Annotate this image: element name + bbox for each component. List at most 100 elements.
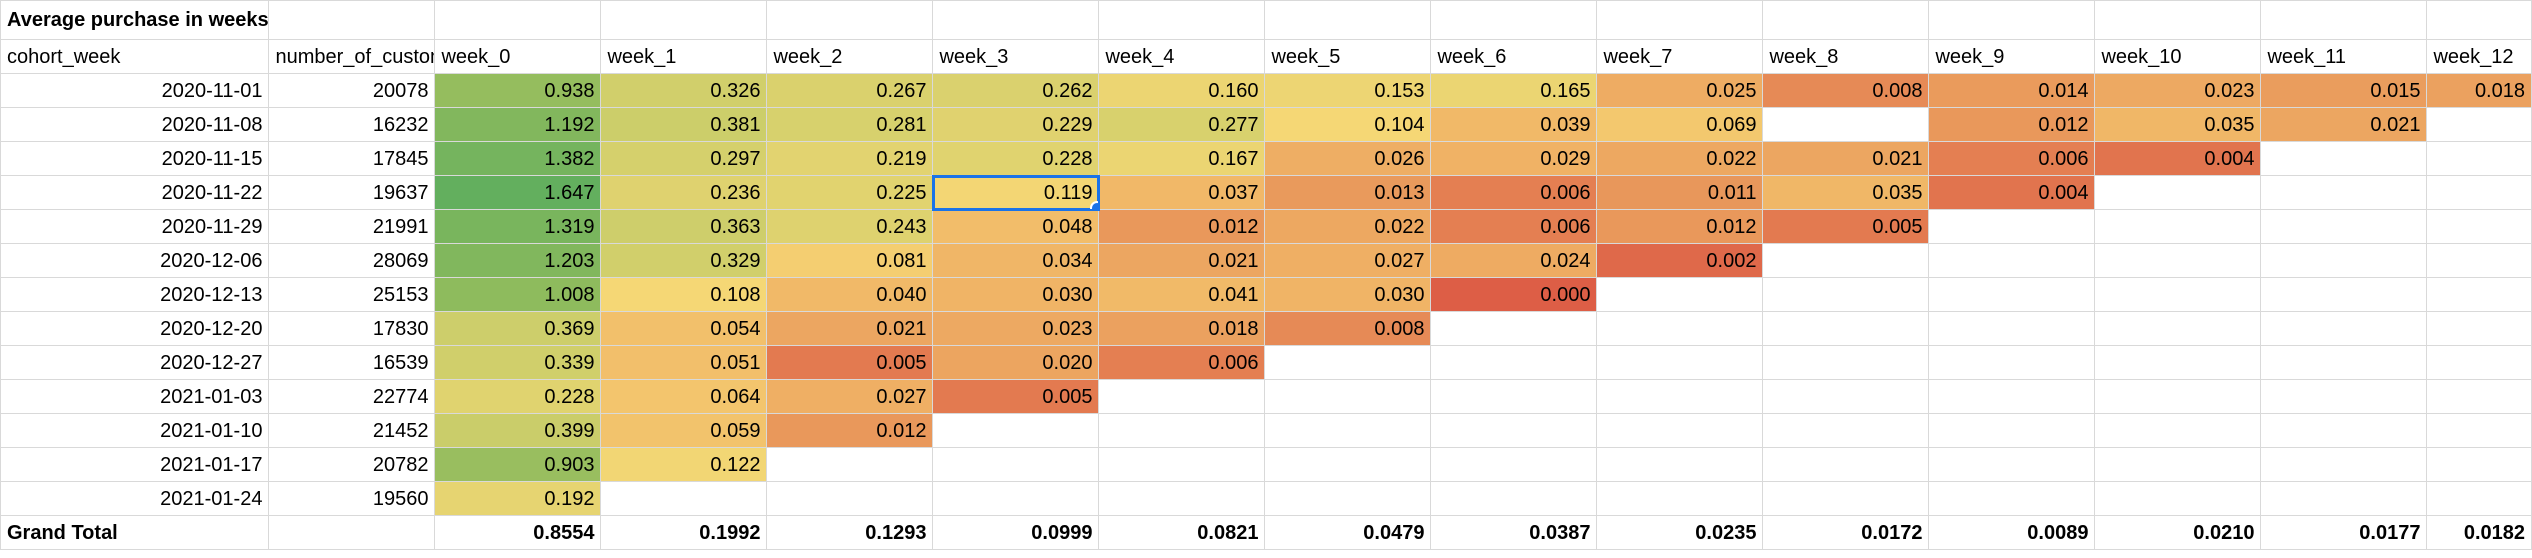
grand-total-value[interactable]: 0.0182: [2426, 515, 2532, 550]
empty-cell[interactable]: [2260, 481, 2428, 516]
week-value-cell[interactable]: 0.041: [1098, 277, 1266, 312]
week-value-cell[interactable]: 0.012: [1098, 209, 1266, 244]
customers-cell[interactable]: 21452: [268, 413, 436, 448]
week-value-cell[interactable]: 0.021: [1098, 243, 1266, 278]
week-value-cell[interactable]: 1.192: [434, 107, 602, 142]
cohort-week-cell[interactable]: 2020-12-27: [0, 345, 270, 380]
empty-cell[interactable]: [1098, 379, 1266, 414]
customers-cell[interactable]: 16539: [268, 345, 436, 380]
empty-cell[interactable]: [2426, 141, 2532, 176]
empty-cell[interactable]: [2426, 243, 2532, 278]
sheet-title[interactable]: Average purchase in weeks: [0, 0, 270, 40]
grand-total-value[interactable]: 0.0089: [1928, 515, 2096, 550]
week-value-cell[interactable]: 0.048: [932, 209, 1100, 244]
week-value-cell[interactable]: 0.021: [2260, 107, 2428, 142]
empty-cell[interactable]: [2094, 481, 2262, 516]
week-value-cell[interactable]: 0.012: [1596, 209, 1764, 244]
week-value-cell[interactable]: 0.006: [1928, 141, 2096, 176]
grand-total-value[interactable]: 0.0387: [1430, 515, 1598, 550]
empty-cell[interactable]: [1430, 447, 1598, 482]
week-value-cell[interactable]: 0.160: [1098, 73, 1266, 108]
week-value-cell[interactable]: 0.059: [600, 413, 768, 448]
empty-cell[interactable]: [1762, 243, 1930, 278]
grand-total-value[interactable]: 0.0479: [1264, 515, 1432, 550]
empty-cell[interactable]: [1098, 447, 1266, 482]
empty-cell[interactable]: [2094, 447, 2262, 482]
week-value-cell[interactable]: 0.006: [1430, 175, 1598, 210]
empty-cell[interactable]: [932, 447, 1100, 482]
week-value-cell[interactable]: 0.104: [1264, 107, 1432, 142]
column-header[interactable]: week_4: [1098, 39, 1266, 74]
empty-cell[interactable]: [1596, 0, 1764, 40]
empty-cell[interactable]: [1928, 243, 2096, 278]
empty-cell[interactable]: [1430, 379, 1598, 414]
week-value-cell[interactable]: 0.035: [1762, 175, 1930, 210]
empty-cell[interactable]: [1762, 345, 1930, 380]
empty-cell[interactable]: [1098, 0, 1266, 40]
customers-cell[interactable]: 16232: [268, 107, 436, 142]
empty-cell[interactable]: [2260, 447, 2428, 482]
fill-handle[interactable]: [1090, 201, 1098, 209]
empty-cell[interactable]: [1264, 413, 1432, 448]
empty-cell[interactable]: [2094, 379, 2262, 414]
column-header[interactable]: week_5: [1264, 39, 1432, 74]
week-value-cell[interactable]: 0.006: [1430, 209, 1598, 244]
empty-cell[interactable]: [1762, 413, 1930, 448]
cohort-week-cell[interactable]: 2020-11-15: [0, 141, 270, 176]
empty-cell[interactable]: [434, 0, 602, 40]
week-value-cell[interactable]: 0.243: [766, 209, 934, 244]
week-value-cell[interactable]: 1.203: [434, 243, 602, 278]
week-value-cell[interactable]: 0.363: [600, 209, 768, 244]
empty-cell[interactable]: [2260, 379, 2428, 414]
empty-cell[interactable]: [2260, 345, 2428, 380]
grand-total-value[interactable]: 0.1293: [766, 515, 934, 550]
week-value-cell[interactable]: 0.054: [600, 311, 768, 346]
week-value-cell[interactable]: 0.153: [1264, 73, 1432, 108]
week-value-cell[interactable]: 0.228: [932, 141, 1100, 176]
week-value-cell[interactable]: 0.021: [766, 311, 934, 346]
empty-cell[interactable]: [268, 0, 436, 40]
empty-cell[interactable]: [2094, 175, 2262, 210]
week-value-cell[interactable]: 1.008: [434, 277, 602, 312]
cohort-week-cell[interactable]: 2021-01-24: [0, 481, 270, 516]
empty-cell[interactable]: [2260, 413, 2428, 448]
empty-cell[interactable]: [932, 413, 1100, 448]
week-value-cell[interactable]: 0.029: [1430, 141, 1598, 176]
customers-cell[interactable]: 21991: [268, 209, 436, 244]
week-value-cell[interactable]: 0.005: [932, 379, 1100, 414]
empty-cell[interactable]: [2260, 209, 2428, 244]
week-value-cell[interactable]: 0.020: [932, 345, 1100, 380]
grand-total-value[interactable]: 0.1992: [600, 515, 768, 550]
column-header[interactable]: week_0: [434, 39, 602, 74]
week-value-cell[interactable]: 0.012: [766, 413, 934, 448]
empty-cell[interactable]: [1430, 413, 1598, 448]
week-value-cell[interactable]: 0.018: [1098, 311, 1266, 346]
cohort-week-cell[interactable]: 2020-11-22: [0, 175, 270, 210]
empty-cell[interactable]: [1762, 379, 1930, 414]
empty-cell[interactable]: [2260, 175, 2428, 210]
week-value-cell[interactable]: 0.165: [1430, 73, 1598, 108]
week-value-cell[interactable]: 0.037: [1098, 175, 1266, 210]
cohort-week-cell[interactable]: 2020-11-01: [0, 73, 270, 108]
week-value-cell[interactable]: 0.025: [1596, 73, 1764, 108]
week-value-cell[interactable]: 0.006: [1098, 345, 1266, 380]
week-value-cell[interactable]: 0.051: [600, 345, 768, 380]
column-header[interactable]: cohort_week: [0, 39, 270, 74]
week-value-cell[interactable]: 0.039: [1430, 107, 1598, 142]
week-value-cell[interactable]: 0.012: [1928, 107, 2096, 142]
customers-cell[interactable]: 22774: [268, 379, 436, 414]
week-value-cell[interactable]: 1.647: [434, 175, 602, 210]
week-value-cell[interactable]: 0.297: [600, 141, 768, 176]
cohort-week-cell[interactable]: 2020-11-29: [0, 209, 270, 244]
week-value-cell[interactable]: 0.000: [1430, 277, 1598, 312]
week-value-cell[interactable]: 0.024: [1430, 243, 1598, 278]
week-value-cell[interactable]: 0.005: [766, 345, 934, 380]
empty-cell[interactable]: [766, 0, 934, 40]
customers-cell[interactable]: 20078: [268, 73, 436, 108]
empty-cell[interactable]: [2094, 345, 2262, 380]
week-value-cell[interactable]: 0.262: [932, 73, 1100, 108]
week-value-cell[interactable]: 0.081: [766, 243, 934, 278]
empty-cell[interactable]: [1430, 481, 1598, 516]
week-value-cell[interactable]: 0.399: [434, 413, 602, 448]
empty-cell[interactable]: [1430, 345, 1598, 380]
